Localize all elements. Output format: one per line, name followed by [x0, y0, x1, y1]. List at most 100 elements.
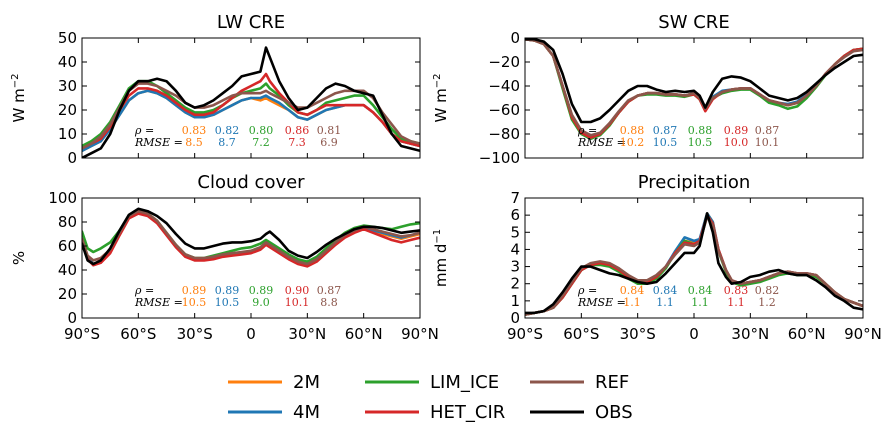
- rho-label: ρ =: [577, 284, 597, 297]
- y-axis-label: W m−2: [10, 74, 28, 123]
- rmse-value: 6.9: [320, 136, 338, 149]
- series-line-het-cir: [82, 212, 420, 268]
- legend-label: OBS: [595, 402, 633, 423]
- rmse-value: 8.7: [218, 136, 236, 149]
- legend-item-het-cir: HET_CIR: [365, 402, 505, 423]
- y-tick-label: −20: [488, 53, 520, 71]
- series-line-obs: [82, 46, 420, 158]
- rmse-value: 8.8: [320, 296, 338, 309]
- y-tick-label: 0: [510, 29, 520, 47]
- rmse-value: 10.5: [688, 136, 713, 149]
- y-tick-label: 40: [58, 261, 77, 279]
- series-group: [525, 212, 863, 316]
- y-tick-label: −100: [479, 149, 520, 167]
- chart-title: SW CRE: [658, 12, 729, 33]
- series-line-obs: [525, 38, 863, 124]
- y-tick-label: 7: [510, 189, 520, 207]
- y-tick-label: 10: [58, 125, 77, 143]
- y-tick-label: 1: [510, 292, 520, 310]
- x-tick-label: 60°N: [345, 325, 383, 343]
- rho-value: 0.87: [653, 124, 678, 137]
- rho-value: 0.88: [688, 124, 713, 137]
- y-tick-label: 20: [58, 285, 77, 303]
- rho-label: ρ =: [134, 124, 154, 137]
- rmse-value: 1.2: [758, 296, 776, 309]
- chart-title: Cloud cover: [197, 172, 305, 193]
- chart-title: Precipitation: [638, 172, 751, 193]
- y-tick-label: −40: [488, 77, 520, 95]
- legend-item-4m: 4M: [228, 402, 320, 423]
- y-tick-label: 5: [510, 223, 520, 241]
- rmse-value: 9.0: [252, 296, 270, 309]
- rho-label: ρ =: [134, 284, 154, 297]
- y-axis-label: W m−2: [432, 74, 450, 123]
- panel-cc: 0 20 40 60 80 100 90°S 60°S 30°S 0 30°N 60°N 90°N Clo…: [10, 172, 439, 343]
- rmse-label: RMSE =: [134, 136, 183, 149]
- legend-label: 4M: [293, 402, 320, 423]
- rmse-value: 8.5: [185, 136, 203, 149]
- x-tick-label: 90°S: [507, 325, 543, 343]
- rmse-value: 10.5: [182, 296, 207, 309]
- rmse-value: 1.1: [623, 296, 641, 309]
- rho-value: 0.80: [249, 124, 274, 137]
- y-tick-label: 30: [58, 77, 77, 95]
- rmse-label: RMSE =: [577, 296, 626, 309]
- x-tick-label: 90°N: [844, 325, 882, 343]
- y-tick-label: 20: [58, 101, 77, 119]
- rmse-value: 1.1: [691, 296, 709, 309]
- legend-item-obs: OBS: [530, 402, 633, 423]
- x-tick-label: 90°S: [64, 325, 100, 343]
- rho-value: 0.82: [215, 124, 240, 137]
- x-tick-label: 90°N: [401, 325, 439, 343]
- y-tick-label: 2: [510, 275, 520, 293]
- rmse-value: 10.5: [653, 136, 678, 149]
- rho-value: 0.82: [755, 284, 780, 297]
- legend-label: LIM_ICE: [430, 372, 499, 393]
- y-tick-label: 3: [510, 258, 520, 276]
- rmse-label: RMSE =: [577, 136, 626, 149]
- y-tick-label: 50: [58, 29, 77, 47]
- rho-value: 0.90: [285, 284, 310, 297]
- rho-value: 0.83: [724, 284, 749, 297]
- rmse-value: 7.2: [252, 136, 270, 149]
- rmse-value: 10.2: [620, 136, 645, 149]
- rmse-value: 7.3: [288, 136, 306, 149]
- y-tick-label: 0: [510, 309, 520, 327]
- legend-item-2m: 2M: [228, 372, 320, 393]
- rho-value: 0.84: [688, 284, 713, 297]
- rmse-value: 10.5: [215, 296, 240, 309]
- legend-label: HET_CIR: [430, 402, 505, 423]
- rho-value: 0.81: [317, 124, 342, 137]
- rmse-value: 10.1: [285, 296, 310, 309]
- series-line-ref: [82, 209, 420, 266]
- rho-value: 0.89: [249, 284, 274, 297]
- rho-value: 0.87: [755, 124, 780, 137]
- series-line-2m: [82, 211, 420, 267]
- rmse-value: 10.1: [755, 136, 780, 149]
- rho-label: ρ =: [577, 124, 597, 137]
- x-tick-label: 30°S: [620, 325, 656, 343]
- rho-value: 0.88: [620, 124, 645, 137]
- chart-title: LW CRE: [217, 12, 285, 33]
- x-tick-label: 0: [246, 325, 256, 343]
- y-tick-label: 0: [67, 309, 77, 327]
- legend-item-ref: REF: [530, 372, 629, 393]
- rho-value: 0.87: [317, 284, 342, 297]
- series-group: [82, 46, 420, 158]
- panel-lw: 0 10 20 30 40 50 LW CRE W m−2 ρ =RMSE =0.838.5 0.…: [10, 12, 421, 167]
- y-tick-label: 100: [48, 189, 77, 207]
- x-tick-label: 60°S: [563, 325, 599, 343]
- legend-label: REF: [595, 372, 629, 393]
- stats-block: ρ =RMSE =0.8910.50.8910.50.899.00.9010.1…: [134, 284, 341, 309]
- stats-block: ρ =RMSE =0.841.10.841.10.841.10.831.10.8…: [577, 284, 779, 309]
- y-axis-label: %: [10, 251, 28, 265]
- y-tick-label: −80: [488, 125, 520, 143]
- y-tick-label: 60: [58, 237, 77, 255]
- series-line-ref: [525, 38, 863, 137]
- y-tick-label: 0: [67, 149, 77, 167]
- rho-value: 0.89: [215, 284, 240, 297]
- y-tick-label: 4: [510, 240, 520, 258]
- series-group: [82, 207, 420, 268]
